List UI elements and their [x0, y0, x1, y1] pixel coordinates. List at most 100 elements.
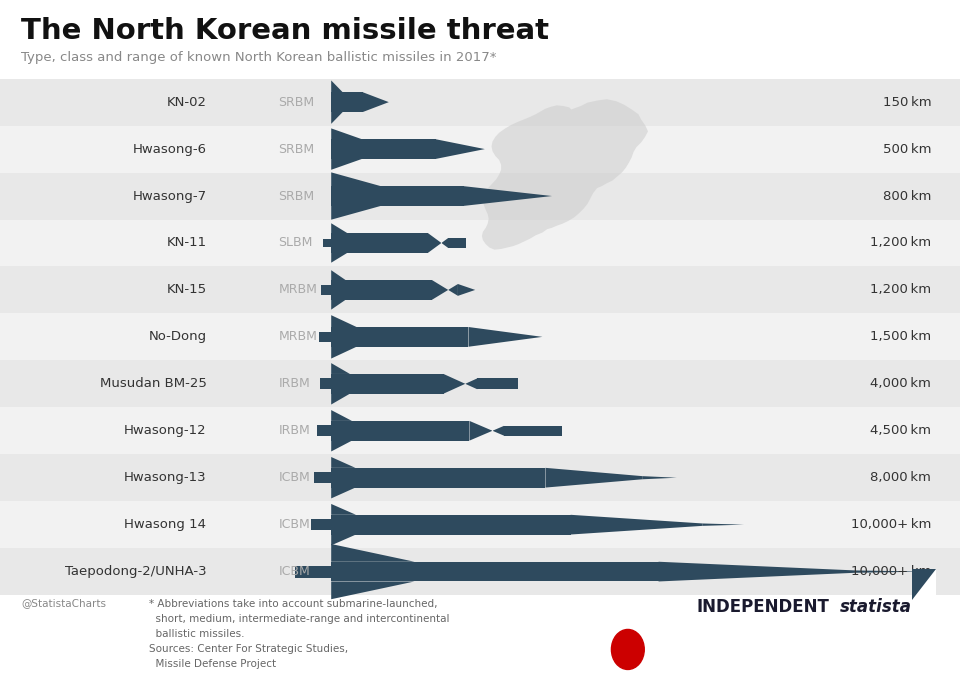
Text: 10,000+ km: 10,000+ km [851, 565, 931, 578]
Polygon shape [331, 315, 356, 327]
Bar [0, 501, 960, 548]
Text: 150 km: 150 km [882, 96, 931, 109]
Text: IRBM: IRBM [278, 424, 310, 437]
Polygon shape [469, 421, 504, 440]
Text: 500 km: 500 km [882, 142, 931, 155]
Polygon shape [458, 284, 475, 296]
Polygon shape [331, 347, 356, 358]
Bar [477, 378, 518, 389]
Text: No-Dong: No-Dong [148, 330, 206, 343]
Text: 8,000 km: 8,000 km [871, 471, 931, 484]
Bar [448, 238, 466, 248]
Text: Hwasong-13: Hwasong-13 [124, 471, 206, 484]
Text: INDEPENDENT: INDEPENDENT [696, 598, 828, 616]
Polygon shape [545, 468, 642, 488]
Polygon shape [331, 581, 415, 599]
Bar [912, 569, 936, 600]
Bar [331, 374, 444, 394]
Text: Hwasong-7: Hwasong-7 [132, 189, 206, 202]
Polygon shape [428, 233, 448, 253]
Text: 4,000 km: 4,000 km [871, 378, 931, 391]
Polygon shape [468, 327, 542, 347]
Bar [310, 519, 331, 530]
Text: 1,500 km: 1,500 km [870, 330, 931, 343]
Text: KN-02: KN-02 [166, 96, 206, 109]
Polygon shape [331, 504, 356, 515]
Bar [0, 454, 960, 501]
Polygon shape [659, 562, 855, 581]
Polygon shape [855, 570, 926, 573]
Polygon shape [331, 534, 356, 545]
Bar [296, 566, 331, 577]
Polygon shape [331, 112, 343, 124]
Text: IRBM: IRBM [278, 378, 310, 391]
Bar [331, 233, 428, 253]
Polygon shape [331, 129, 362, 140]
Bar [318, 425, 331, 436]
Text: Musudan BM-25: Musudan BM-25 [100, 378, 206, 391]
Bar [0, 79, 960, 126]
Bar [324, 239, 331, 248]
Bar [0, 267, 960, 313]
Bar [331, 140, 436, 159]
Bar [0, 172, 960, 220]
Text: 1,200 km: 1,200 km [870, 237, 931, 250]
Bar [321, 285, 331, 295]
Polygon shape [464, 186, 552, 206]
Polygon shape [912, 569, 936, 600]
Bar [0, 595, 960, 684]
Bar [504, 426, 562, 436]
Bar [319, 332, 331, 342]
Polygon shape [331, 363, 349, 374]
Polygon shape [331, 440, 352, 451]
Text: ICBM: ICBM [278, 565, 310, 578]
Text: KN-15: KN-15 [166, 283, 206, 296]
Polygon shape [331, 544, 415, 562]
Polygon shape [331, 457, 355, 468]
Bar [0, 313, 960, 360]
Text: @StatistaCharts: @StatistaCharts [21, 598, 107, 609]
Polygon shape [482, 99, 648, 250]
Text: Taepodong-2/UNHA-3: Taepodong-2/UNHA-3 [64, 565, 206, 578]
Text: The North Korean missile threat: The North Korean missile threat [21, 17, 549, 45]
Polygon shape [331, 300, 346, 310]
Polygon shape [642, 476, 677, 479]
Text: Hwasong 14: Hwasong 14 [125, 518, 206, 531]
Text: * Abbreviations take into account submarine-launched,: * Abbreviations take into account submar… [149, 598, 438, 609]
Polygon shape [436, 140, 485, 159]
Polygon shape [331, 410, 352, 421]
Bar [331, 92, 363, 112]
Bar [320, 378, 331, 389]
Text: 800 km: 800 km [883, 189, 931, 202]
Bar [331, 515, 570, 534]
Bar [331, 562, 659, 581]
Bar [0, 0, 960, 79]
Bar [331, 280, 432, 300]
Text: 4,500 km: 4,500 km [870, 424, 931, 437]
Polygon shape [331, 253, 348, 263]
Text: SLBM: SLBM [278, 237, 313, 250]
Polygon shape [331, 223, 348, 233]
Bar [0, 360, 960, 407]
Text: ICBM: ICBM [278, 471, 310, 484]
Polygon shape [331, 172, 381, 186]
Bar [331, 468, 545, 488]
Polygon shape [363, 92, 389, 112]
Bar [0, 548, 960, 595]
Polygon shape [331, 270, 346, 280]
Text: ICBM: ICBM [278, 518, 310, 531]
Polygon shape [331, 488, 355, 499]
Polygon shape [331, 159, 362, 170]
Text: SRBM: SRBM [278, 96, 315, 109]
Text: SRBM: SRBM [278, 189, 315, 202]
Polygon shape [703, 523, 744, 526]
Text: Missile Defense Project: Missile Defense Project [149, 659, 276, 669]
Text: Type, class and range of known North Korean ballistic missiles in 2017*: Type, class and range of known North Kor… [21, 51, 496, 64]
Bar [0, 407, 960, 454]
Text: MRBM: MRBM [278, 330, 317, 343]
Text: MRBM: MRBM [278, 283, 317, 296]
Polygon shape [444, 374, 477, 394]
Bar [314, 472, 331, 483]
Bar [331, 327, 468, 347]
Text: ballistic missiles.: ballistic missiles. [149, 629, 244, 639]
